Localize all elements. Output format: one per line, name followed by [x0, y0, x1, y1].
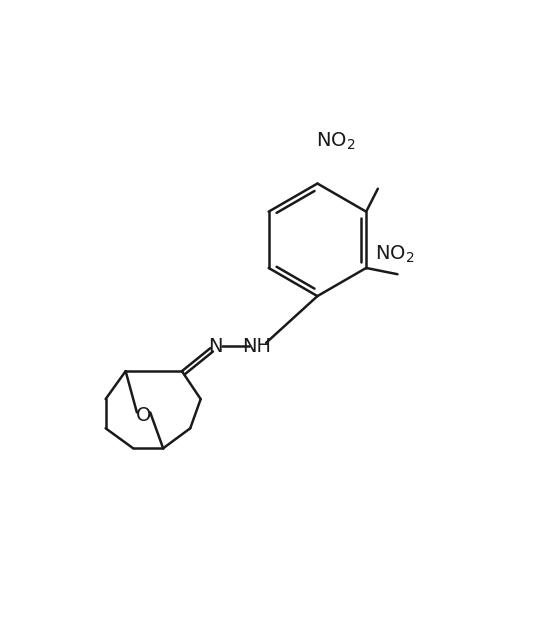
Text: NO$_2$: NO$_2$ — [375, 244, 414, 265]
Text: NH: NH — [243, 337, 272, 356]
Text: NO$_2$: NO$_2$ — [316, 131, 356, 152]
Text: O: O — [136, 406, 151, 425]
Text: N: N — [208, 337, 223, 356]
